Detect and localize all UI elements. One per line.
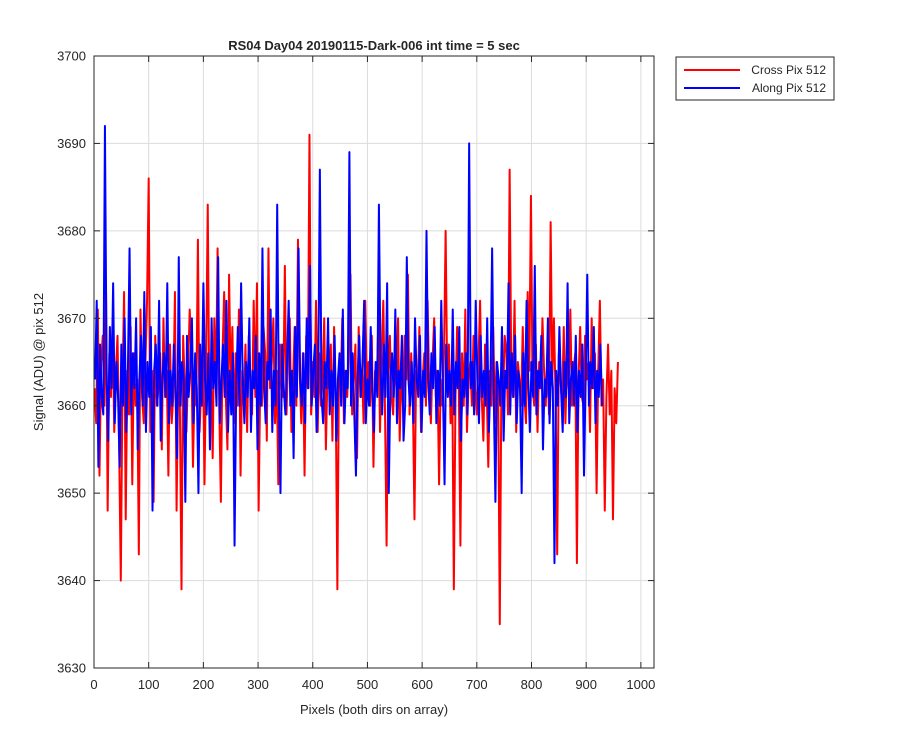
plot-area: 0 100 200 300 400 500 600 700 800 900 1000 3630 3640… <box>57 49 655 693</box>
x-tick-label: 400 <box>302 677 324 692</box>
x-tick-label: 100 <box>138 677 160 692</box>
y-tick-label: 3650 <box>57 486 86 501</box>
y-tick-label: 3630 <box>57 661 86 676</box>
x-tick-label: 800 <box>521 677 543 692</box>
legend-label-cross: Cross Pix 512 <box>751 63 826 77</box>
legend-box <box>675 56 835 101</box>
series-line-along-pix-512 <box>94 124 604 565</box>
x-axis-label: Pixels (both dirs on array) <box>300 702 448 717</box>
x-tick-label: 500 <box>357 677 379 692</box>
series-lines <box>93 124 619 626</box>
x-tick-label: 900 <box>575 677 597 692</box>
chart-title: RS04 Day04 20190115-Dark-006 int time = … <box>228 38 520 53</box>
axes-box <box>93 55 655 669</box>
y-tick-label: 3680 <box>57 223 86 238</box>
x-tick-label: 300 <box>247 677 269 692</box>
x-tick-label: 700 <box>466 677 488 692</box>
y-tick-label: 3690 <box>57 136 86 151</box>
x-tick-label: 0 <box>90 677 97 692</box>
x-tick-label: 1000 <box>626 677 655 692</box>
x-tick-label: 600 <box>411 677 433 692</box>
legend-label-along: Along Pix 512 <box>752 81 826 95</box>
y-tick-label: 3700 <box>57 49 86 64</box>
y-tick-label: 3660 <box>57 398 86 413</box>
y-tick-label: 3670 <box>57 311 86 326</box>
legend: Cross Pix 512 Along Pix 512 <box>675 56 835 101</box>
y-tick-label: 3640 <box>57 573 86 588</box>
y-axis-label: Signal (ADU) @ pix 512 <box>31 293 46 431</box>
x-tick-label: 200 <box>193 677 215 692</box>
axis-ticks: 0 100 200 300 400 500 600 700 800 900 1000 3630 3640… <box>57 49 655 693</box>
